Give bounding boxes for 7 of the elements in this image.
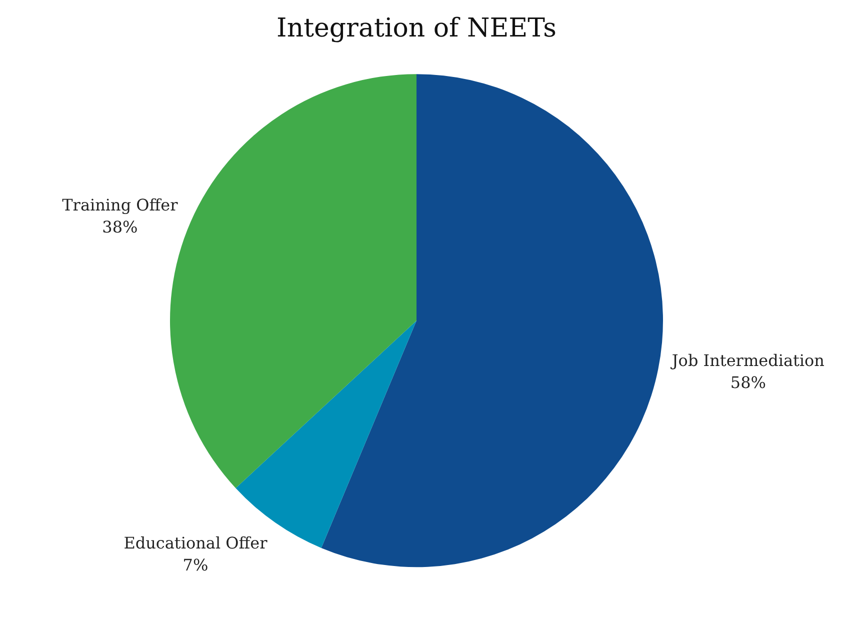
- data-label: 38%: [102, 218, 138, 236]
- slice-label: Training Offer: [62, 196, 178, 214]
- slice-label: Educational Offer: [124, 533, 268, 552]
- data-label: 58%: [730, 373, 766, 392]
- chart-title: Integration of NEETs: [276, 13, 556, 44]
- data-label: 7%: [182, 555, 208, 574]
- slice-label: Job Intermediation: [670, 351, 824, 370]
